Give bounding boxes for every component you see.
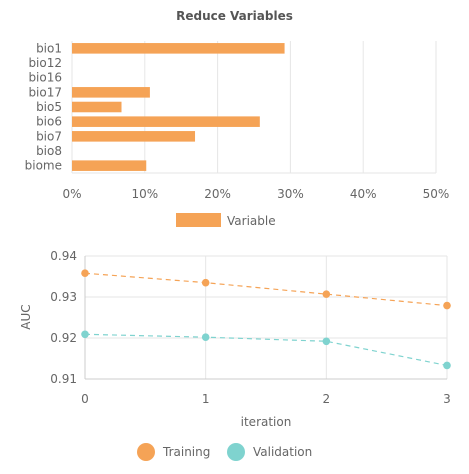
y-tick-label: 0.91 (50, 372, 77, 386)
point-validation (322, 337, 331, 346)
y-tick-label: 0.94 (50, 249, 77, 263)
x-tick-label: 1 (202, 392, 210, 406)
x-tick-label: 40% (350, 187, 377, 201)
bar-bio17 (72, 87, 150, 98)
x-tick-label: 30% (277, 187, 304, 201)
series-line-validation (84, 333, 448, 367)
point-validation (443, 361, 451, 370)
bar-bio5 (72, 101, 122, 113)
point-validation (81, 330, 89, 339)
x-tick-label: 10% (131, 187, 158, 201)
y-tick-label: bio6 (36, 115, 62, 129)
legend-label-variable: Variable (227, 214, 276, 228)
y-tick-label: biome (25, 159, 62, 173)
x-axis-label: iteration (241, 415, 292, 429)
legend-swatch-variable (176, 213, 221, 227)
point-training (201, 278, 210, 287)
bar-bio6 (72, 116, 260, 127)
x-tick-label: 0 (81, 392, 89, 406)
line-chart: 0.91 0.92 0.93 0.94 0 1 2 3 iteration AUC Training… (19, 249, 451, 461)
legend-label-training: Training (162, 445, 210, 459)
y-axis-label: AUC (19, 304, 33, 329)
y-tick-label: bio1 (36, 41, 62, 55)
y-tick-label: bio7 (36, 129, 62, 143)
legend-label-validation: Validation (253, 445, 312, 459)
series-line-training (84, 272, 448, 307)
y-tick-label: bio5 (36, 100, 62, 114)
point-validation (201, 333, 210, 341)
bar-bio1 (72, 43, 285, 54)
y-tick-label: bio8 (36, 144, 62, 158)
y-tick-label: bio17 (28, 85, 62, 99)
chart-title: Reduce Variables (176, 9, 293, 23)
x-tick-label: 3 (443, 392, 451, 406)
x-tick-label: 2 (323, 392, 331, 406)
y-tick-label: bio16 (28, 71, 62, 85)
bar-bio7 (72, 131, 196, 142)
x-tick-label: 20% (204, 187, 231, 201)
legend-swatch-validation (227, 443, 245, 461)
legend-swatch-training (137, 443, 155, 461)
point-training (81, 269, 89, 278)
point-training (322, 290, 331, 298)
y-tick-label: 0.92 (50, 331, 77, 345)
point-training (443, 301, 451, 310)
y-tick-label: 0.93 (50, 290, 77, 304)
y-tick-label: bio12 (28, 56, 62, 70)
x-tick-label: 0% (62, 187, 81, 201)
bar-biome (72, 160, 147, 171)
x-tick-label: 50% (423, 187, 450, 201)
